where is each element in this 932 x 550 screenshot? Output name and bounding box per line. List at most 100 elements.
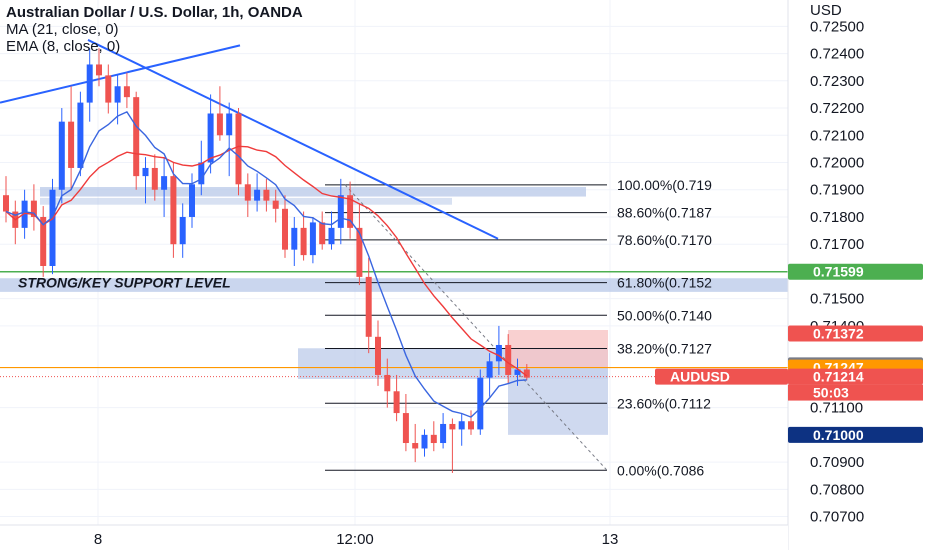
fib-trend-dashed [344,184,608,471]
price-badge [788,263,923,280]
candle-body [226,113,233,136]
ma-legend: MA (21, close, 0) [6,21,119,38]
candle-body [375,336,381,375]
price-tick-label: 0.71700 [810,236,864,253]
candle-body [207,113,214,163]
price-tick-label: 0.72500 [810,18,864,35]
price-tick-label: 0.72000 [810,155,864,172]
candle-body [319,222,326,245]
time-tick-label: 13 [602,531,619,548]
candle-body [68,121,75,168]
countdown-text: 50:03 [813,385,849,401]
candle-body [161,176,168,190]
candle-body [291,227,298,250]
countdown-badge [788,384,923,401]
candle-body [356,227,363,277]
chart-title: Australian Dollar / U.S. Dollar, 1h, OAN… [6,4,303,21]
candle-body [96,64,102,76]
candle-body [272,200,279,209]
price-tick-label: 0.70900 [810,454,864,471]
currency-label: USD [810,2,842,19]
price-tick-label: 0.72300 [810,73,864,90]
ma-line [5,145,528,377]
candle-body [495,344,502,362]
candles-layer [3,48,530,473]
candle-body [477,377,484,430]
candle-body [114,86,121,103]
candle-body [458,421,465,430]
candle-body [40,216,47,266]
candle-body [21,200,28,228]
price-badge [788,325,923,342]
candle-body [514,369,521,375]
candle-body [402,413,409,444]
fib-level-label: 88.60%(0.7187 [617,205,712,221]
candle-body [3,195,9,212]
candle-body [133,97,140,177]
candle-body [282,208,288,250]
price-tick-label: 0.71800 [810,209,864,226]
candle-body [123,86,130,98]
price-tick-label: 0.71100 [810,400,863,417]
candle-body [440,423,447,444]
candle-body [263,189,270,201]
candle-body [505,344,512,375]
candle-body [254,189,261,201]
candle-body [430,434,437,444]
fib-level-label: 23.60%(0.7112 [617,395,711,411]
price-badge-text: 0.71000 [813,427,864,443]
candle-body [486,361,493,378]
candle-body [328,227,335,245]
candle-body [449,423,456,430]
candle-body [49,189,56,266]
price-badge-text: 0.71599 [813,264,864,280]
candle-body [384,374,391,392]
price-tick-label: 0.72200 [810,100,864,117]
candle-body [235,113,242,185]
fib-level-label: 61.80%(0.7152 [617,275,712,291]
fibonacci-retracement[interactable]: 100.00%(0.719 88.60%(0.7187 78.60%(0.7170 6… [325,177,712,478]
candle-body [151,167,158,190]
candle-body [300,227,307,256]
fib-level-label: 38.20%(0.7127 [617,341,712,357]
take-profit-zone [508,367,608,435]
candle-body [170,176,177,245]
time-axis-bg [0,525,788,550]
trendline-falling [87,39,499,240]
time-tick-label: 12:00 [336,531,374,548]
candle-body [468,421,474,430]
symbol-badge-text: AUDUSD [670,369,730,385]
candle-body [337,195,344,228]
candle-body [198,162,205,185]
candle-body [309,222,316,256]
upper-demand-zone [40,187,586,197]
price-tick-label: 0.72400 [810,46,864,63]
price-badge [788,368,923,385]
time-tick-label: 8 [94,531,102,548]
candle-body [365,276,372,337]
candle-body [393,391,400,414]
ema-line [5,111,527,418]
indicator-lines [5,111,528,418]
price-tick-label: 0.70700 [810,509,864,526]
chart-zones [0,187,788,435]
price-badges: 0.715990.713720.712550.712470.712140.710… [655,263,923,443]
support-zone [0,278,788,292]
price-tick-label: 0.72100 [810,127,864,144]
ema-legend: EMA (8, close, 0) [6,38,121,55]
time-axis[interactable]: 8 12:00 13 [0,524,788,550]
fib-level-label: 78.60%(0.7170 [617,232,712,248]
candle-body [77,102,84,168]
candle-body [347,195,354,228]
candle-body [58,121,65,190]
price-badge-text: 0.71372 [813,326,864,342]
chart-legend: Australian Dollar / U.S. Dollar, 1h, OAN… [6,4,303,55]
candle-body [244,184,251,201]
candle-body [86,64,93,103]
price-tick-label: 0.70800 [810,481,864,498]
price-badge-text: 0.71214 [813,369,864,385]
candle-body [142,167,149,177]
candle-body [412,443,419,449]
support-label: STRONG/KEY SUPPORT LEVEL [18,275,231,291]
